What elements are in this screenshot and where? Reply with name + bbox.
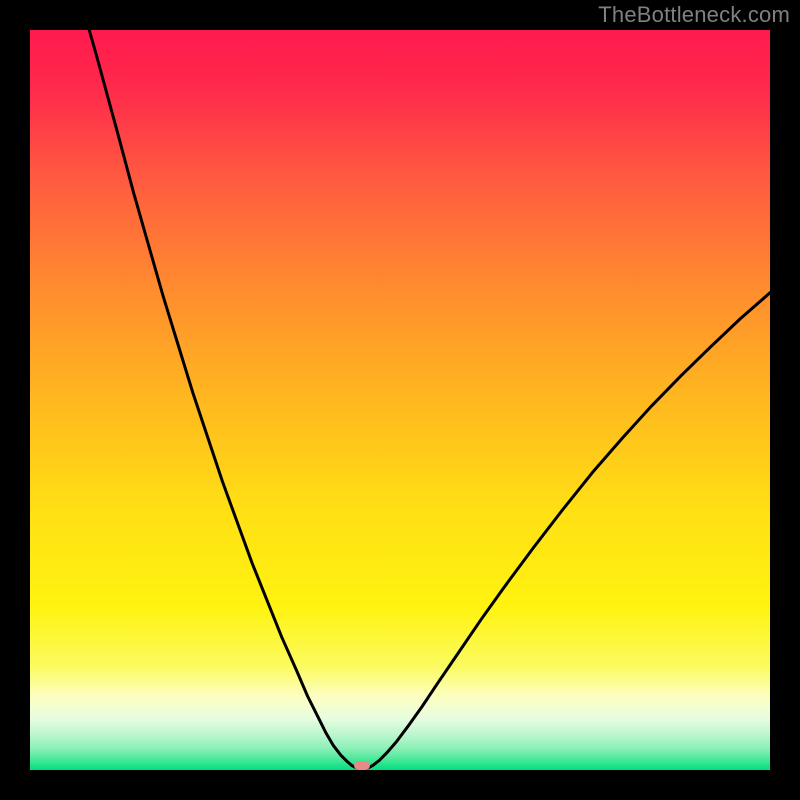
chart-curve-layer	[30, 30, 770, 770]
watermark-text: TheBottleneck.com	[598, 2, 790, 28]
bottleneck-curve	[89, 30, 770, 769]
optimal-point-marker	[354, 761, 370, 770]
chart-frame: TheBottleneck.com	[0, 0, 800, 800]
